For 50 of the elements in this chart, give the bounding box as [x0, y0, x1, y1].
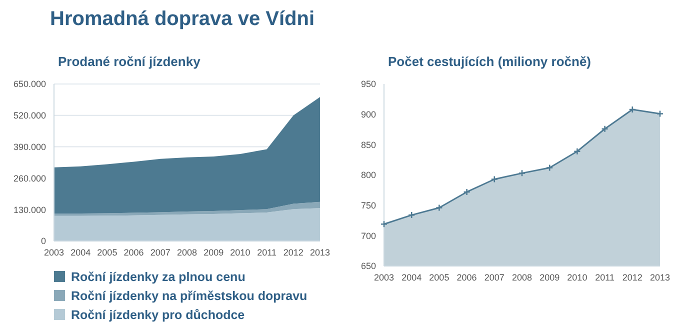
x-tick-label: 2003	[374, 272, 394, 282]
y-tick-label: 520.000	[13, 110, 46, 121]
x-tick-label: 2009	[204, 247, 224, 258]
x-tick-label: 2010	[230, 247, 250, 258]
y-tick-label: 130.000	[13, 204, 46, 215]
x-tick-label: 2012	[622, 272, 642, 282]
point	[463, 188, 470, 196]
x-tick-label: 2004	[70, 247, 91, 258]
y-tick-label: 260.000	[13, 173, 46, 184]
y-tick-label: 950	[360, 79, 376, 90]
y-tick-label: 750	[360, 200, 376, 211]
point	[490, 176, 498, 183]
point	[628, 106, 636, 114]
x-tick-label: 2003	[44, 247, 64, 258]
x-tick-label: 2008	[512, 272, 532, 282]
y-tick-label: 650.000	[13, 79, 46, 90]
chart-subtitle: Prodané roční jízdenky	[58, 54, 200, 69]
chart-title: Počet cestujících (miliony ročně)	[388, 54, 591, 69]
x-tick-label: 2013	[310, 247, 330, 258]
legend-label: Roční jízdenky na příměstskou dopravu	[70, 288, 308, 305]
legend-label: Roční jízdenky za plnou cenu	[70, 268, 246, 286]
y-tick-label: 390.000	[13, 142, 46, 152]
x-tick-label: 2011	[257, 247, 276, 258]
point	[436, 204, 443, 212]
y-tick-label: 900	[360, 110, 376, 120]
y-tick-label: 850	[360, 140, 376, 150]
x-tick-label: 2008	[176, 247, 198, 258]
x-tick-label: 2011	[595, 272, 614, 282]
chart-title: Hromadná doprava ve Vídni	[50, 8, 315, 31]
point	[574, 148, 581, 155]
x-tick-label: 2007	[484, 272, 504, 282]
point	[601, 125, 608, 133]
point	[518, 170, 526, 177]
y-tick-label: 800	[360, 170, 376, 180]
x-tick-label: 2006	[124, 247, 144, 258]
x-tick-label: 2005	[429, 272, 450, 282]
x-tick-label: 2013	[650, 272, 670, 282]
point	[546, 164, 554, 172]
point	[408, 211, 416, 219]
x-tick-label: 2006	[456, 272, 477, 282]
y-tick-label: 700	[360, 230, 376, 241]
x-tick-label: 2010	[567, 272, 588, 282]
x-tick-label: 2009	[540, 272, 560, 282]
x-tick-label: 2012	[283, 247, 304, 258]
x-tick-label: 2007	[150, 247, 170, 258]
legend-label: Roční jízdenky pro důchodce	[70, 306, 246, 324]
y-tick-label: 0	[40, 236, 46, 246]
y-tick-label: 650	[360, 261, 376, 272]
x-tick-label: 2005	[97, 247, 118, 258]
x-tick-label: 2004	[402, 272, 422, 282]
